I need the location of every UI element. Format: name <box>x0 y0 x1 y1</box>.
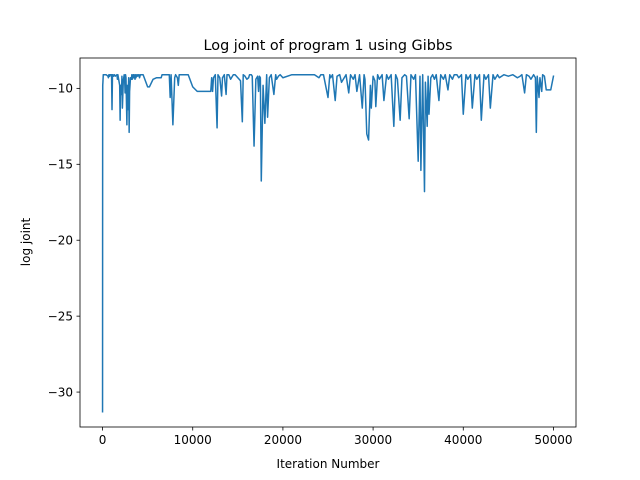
y-tick-label-0: −10 <box>48 82 73 96</box>
x-tick-label-1: 10000 <box>174 433 212 447</box>
y-tick-label-4: −30 <box>48 385 73 399</box>
x-tick-label-3: 30000 <box>354 433 392 447</box>
x-tick-label-4: 40000 <box>444 433 482 447</box>
y-tick-label-1: −15 <box>48 158 73 172</box>
plot-area <box>101 73 555 413</box>
x-tick-label-2: 20000 <box>264 433 302 447</box>
axes-frame <box>79 57 577 428</box>
y-axis-label: log joint <box>19 217 33 266</box>
axes <box>79 57 577 428</box>
chart-title: Log joint of program 1 using Gibbs <box>204 38 453 54</box>
series-line-0 <box>101 73 555 413</box>
ticks: 0 10000 20000 30000 40000 50000 −10 −15 −20 −25 −3… <box>48 82 573 447</box>
y-tick-label-3: −25 <box>48 309 73 323</box>
y-tick-label-2: −20 <box>48 234 73 248</box>
x-tick-label-5: 50000 <box>534 433 572 447</box>
x-tick-label-0: 0 <box>99 433 107 447</box>
x-axis-label: Iteration Number <box>277 457 380 471</box>
